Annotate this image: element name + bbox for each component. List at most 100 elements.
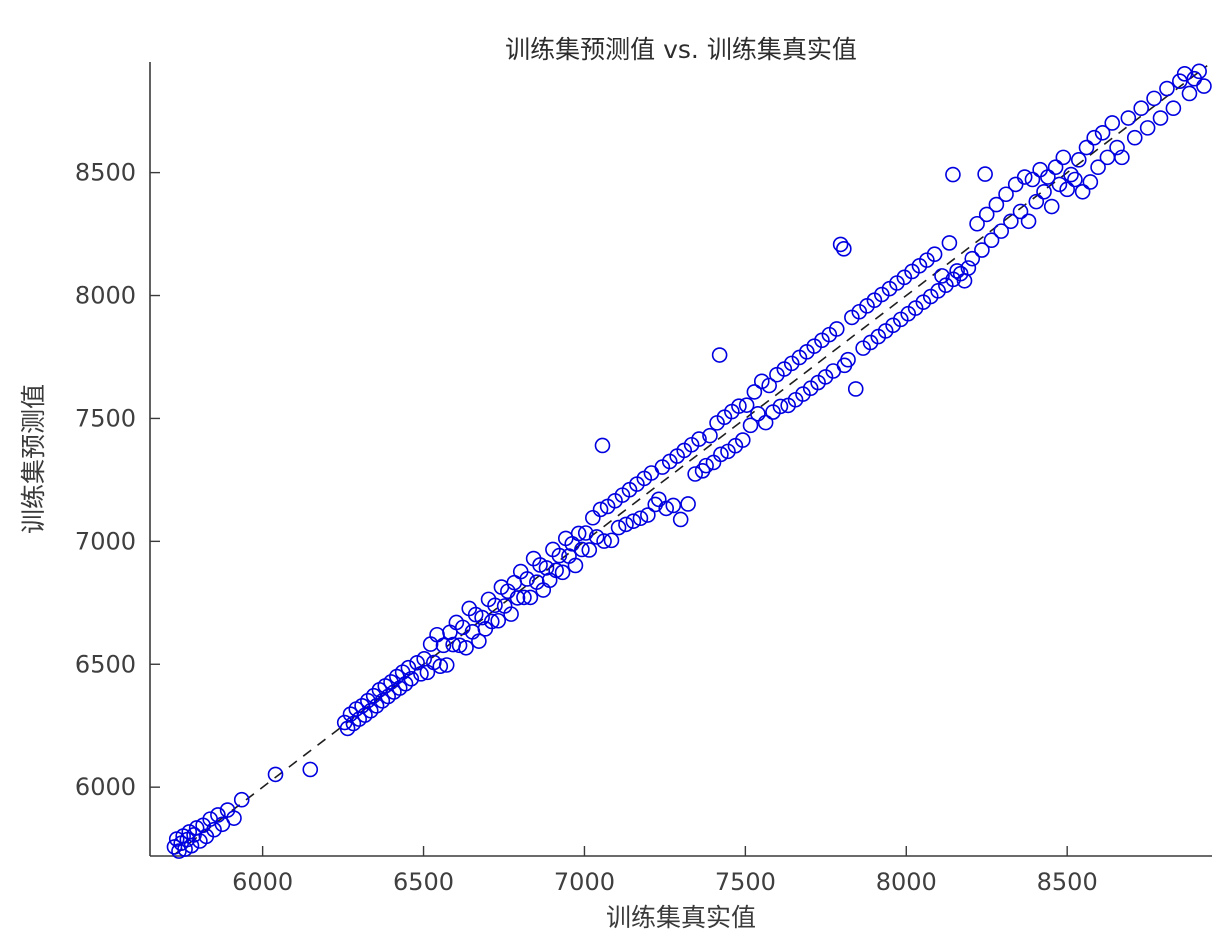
scatter-point <box>665 497 682 514</box>
scatter-point <box>934 268 950 284</box>
scatter-point <box>403 670 420 687</box>
x-tick-label: 6500 <box>393 868 454 896</box>
scatter-point <box>1191 63 1207 80</box>
scatter-point <box>1007 176 1024 193</box>
scatter-point <box>451 637 468 654</box>
scatter-point <box>183 837 200 854</box>
scatter-point <box>896 269 913 286</box>
scatter-point <box>487 597 503 614</box>
scatter-point <box>806 338 823 354</box>
x-tick-label: 7000 <box>554 868 615 896</box>
scatter-point <box>680 496 696 512</box>
scatter-point <box>429 626 445 643</box>
scatter-point <box>930 283 946 299</box>
scatter-point <box>1024 171 1041 188</box>
scatter-point <box>658 500 674 517</box>
scatter-point <box>1078 139 1095 156</box>
scatter-point <box>713 446 729 463</box>
scatter-point <box>1133 100 1149 117</box>
scatter-point <box>711 347 728 363</box>
scatter-point <box>632 510 649 527</box>
scatter-point <box>1055 149 1072 166</box>
scatter-point <box>836 241 852 257</box>
scatter-point <box>422 636 439 652</box>
scatter-point <box>1109 139 1125 156</box>
scatter-point <box>988 196 1005 213</box>
scatter-point <box>1120 110 1137 126</box>
scatter-point <box>998 186 1014 203</box>
scatter-point <box>516 589 532 606</box>
scatter-point <box>832 236 849 253</box>
scatter-point <box>503 606 519 622</box>
scatter-point <box>1051 176 1068 193</box>
scatter-point <box>885 317 901 334</box>
scatter-point <box>1012 203 1029 220</box>
scatter-point <box>702 427 718 444</box>
scatter-point <box>490 612 507 629</box>
scatter-point <box>738 397 755 413</box>
scatter-point <box>1094 124 1111 141</box>
scatter-point <box>570 525 587 542</box>
scatter-point <box>977 166 993 182</box>
scatter-point <box>413 666 429 682</box>
scatter-point <box>983 232 1000 249</box>
scatter-point <box>522 589 539 606</box>
scatter-point <box>746 384 763 400</box>
scatter-point <box>734 432 751 448</box>
scatter-point <box>993 223 1010 239</box>
y-tick-label: 7000 <box>75 527 136 555</box>
scatter-point <box>519 571 535 587</box>
scatter-point <box>851 303 868 320</box>
scatter-point <box>1165 100 1182 117</box>
scatter-point <box>817 369 834 385</box>
scatter-point <box>772 398 789 415</box>
scatter-point <box>1067 171 1083 188</box>
scatter-point <box>1074 183 1091 200</box>
scatter-point <box>210 807 226 823</box>
scatter-point <box>761 377 777 394</box>
scatter-point <box>1126 129 1143 146</box>
y-tick-label: 8000 <box>75 282 136 310</box>
y-axis-label: 训练集预测值 <box>19 384 48 535</box>
scatter-point <box>541 572 558 588</box>
scatter-point <box>907 300 924 316</box>
scatter-point <box>432 658 449 675</box>
scatter-point <box>548 562 564 579</box>
scatter-point <box>1146 90 1162 107</box>
scatter-point <box>1104 115 1121 131</box>
scatter-point <box>1028 193 1045 210</box>
scatter-point <box>625 513 642 529</box>
scatter-point <box>483 613 500 630</box>
scatter-point <box>1003 213 1019 230</box>
scatter-point <box>1016 169 1033 185</box>
scatter-point <box>603 532 620 549</box>
scatter-point <box>795 386 811 402</box>
scatter-point <box>698 457 714 474</box>
scatter-point <box>1070 152 1087 168</box>
scatter-point <box>435 637 452 654</box>
scatter-point <box>302 761 319 778</box>
scatter-point <box>941 235 958 251</box>
scatter-point <box>1159 80 1175 97</box>
scatter-point <box>757 414 774 431</box>
scatter-point <box>1059 181 1075 198</box>
scatter-point <box>969 215 985 232</box>
x-axis-label: 训练集真实值 <box>605 903 756 932</box>
scatter-point <box>509 590 526 606</box>
scatter-point <box>1181 85 1198 102</box>
scatter-point <box>455 619 471 636</box>
scatter-point <box>1090 159 1106 176</box>
scatter-point <box>742 417 759 434</box>
scatter-point <box>828 321 845 337</box>
y-tick-label: 6000 <box>75 773 136 801</box>
scatter-point <box>610 519 627 536</box>
scatter-point <box>1086 129 1103 146</box>
scatter-point <box>585 509 601 526</box>
scatter-point <box>1043 198 1060 215</box>
scatter-point <box>368 698 385 714</box>
scatter-point <box>750 405 766 422</box>
scatter-point <box>458 639 474 656</box>
scatter-point <box>1047 159 1064 176</box>
scatter-point <box>960 260 977 276</box>
